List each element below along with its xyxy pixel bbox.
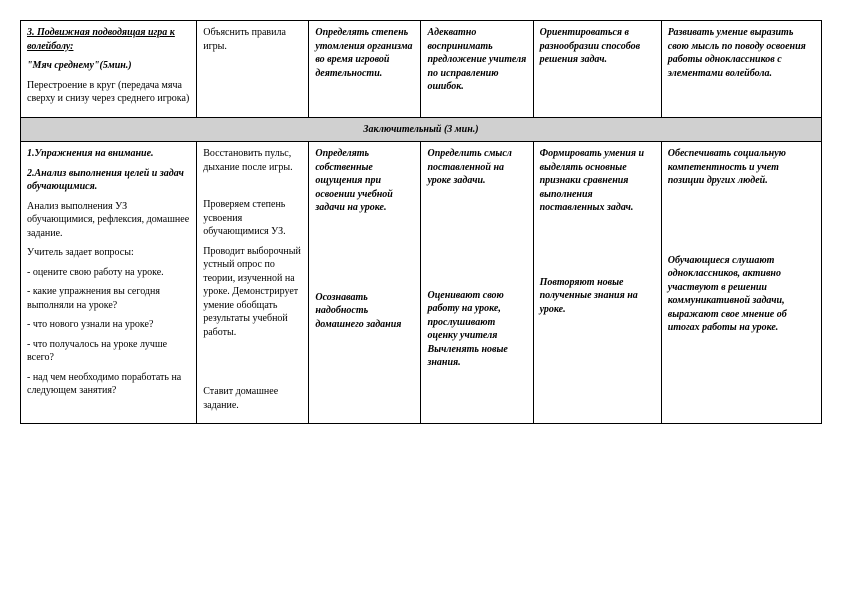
r2c5-p2: Повторяют новые полученные знания на уро… <box>540 276 655 317</box>
cell-r1-c1: 3. Подвижная подводящая игра к волейболу… <box>21 21 197 118</box>
r1c4-text: Адекватно воспринимать предложение учите… <box>427 27 526 92</box>
r2c6-p1: Обеспечивать социальную компетентность и… <box>668 147 815 188</box>
r1c1-title: 3. Подвижная подводящая игра к волейболу… <box>27 27 175 52</box>
r2c2-p3: Проводит выборочный устный опрос по теор… <box>203 245 302 340</box>
cell-r2-c5: Формировать умения и выделять основные п… <box>533 142 661 424</box>
r1c1-desc: Перестроение в круг (передача мяча сверх… <box>27 80 189 105</box>
r2c1-q4: - что получалось на уроке лучше всего? <box>27 338 190 365</box>
table-row: 3. Подвижная подводящая игра к волейболу… <box>21 21 822 118</box>
r2c1-q1: - оцените свою работу на уроке. <box>27 266 190 280</box>
r1c6-text: Развивать умение выразить свою мысль по … <box>668 27 806 79</box>
section-header-cell: Заключительный (3 мин.) <box>21 117 822 142</box>
lesson-plan-table: 3. Подвижная подводящая игра к волейболу… <box>20 20 822 424</box>
r1c3-text: Определять степень утомления организма в… <box>315 27 412 79</box>
cell-r2-c6: Обеспечивать социальную компетентность и… <box>661 142 821 424</box>
r2c4-p1: Определить смысл поставленной на уроке з… <box>427 147 526 188</box>
r2c1-q3: - что нового узнали на уроке? <box>27 318 190 332</box>
cell-r2-c1: 1.Упражнения на внимание. 2.Анализ выпол… <box>21 142 197 424</box>
r2c3-p2: Осознавать надобность домашнего задания <box>315 291 414 332</box>
cell-r2-c4: Определить смысл поставленной на уроке з… <box>421 142 533 424</box>
r2c1-h1: 1.Упражнения на внимание. <box>27 147 190 161</box>
r2c2-p1: Восстановить пульс, дыхание после игры. <box>203 147 302 174</box>
section-header-row: Заключительный (3 мин.) <box>21 117 822 142</box>
r2c5-p1: Формировать умения и выделять основные п… <box>540 147 655 215</box>
cell-r1-c4: Адекватно воспринимать предложение учите… <box>421 21 533 118</box>
r2c3-p1: Определять собственные ощущения при осво… <box>315 147 414 215</box>
r2c1-p2: Учитель задает вопросы: <box>27 246 190 260</box>
r1c2-text: Объяснить правила игры. <box>203 27 286 52</box>
cell-r1-c6: Развивать умение выразить свою мысль по … <box>661 21 821 118</box>
r2c2-p2: Проверяем степень усвоения обучающимися … <box>203 198 302 239</box>
r2c4-p2: Оценивают свою работу на уроке, прослуши… <box>427 289 526 370</box>
r2c1-q5: - над чем необходимо поработать на следу… <box>27 371 190 398</box>
cell-r1-c5: Ориентироваться в разнообразии способов … <box>533 21 661 118</box>
cell-r1-c3: Определять степень утомления организма в… <box>309 21 421 118</box>
cell-r1-c2: Объяснить правила игры. <box>197 21 309 118</box>
cell-r2-c2: Восстановить пульс, дыхание после игры. … <box>197 142 309 424</box>
r2c6-p2: Обучающиеся слушают одноклассников, акти… <box>668 254 815 335</box>
r1c1-subtitle: "Мяч среднему"(5мин.) <box>27 60 132 71</box>
table-row: 1.Упражнения на внимание. 2.Анализ выпол… <box>21 142 822 424</box>
r2c2-p4: Ставит домашнее задание. <box>203 385 302 412</box>
r2c1-p1: Анализ выполнения УЗ обучающимися, рефле… <box>27 200 190 241</box>
r1c5-text: Ориентироваться в разнообразии способов … <box>540 27 640 65</box>
r2c1-q2: - какие упражнения вы сегодня выполняли … <box>27 285 190 312</box>
r2c1-h2: 2.Анализ выполнения целей и задач обучаю… <box>27 167 190 194</box>
cell-r2-c3: Определять собственные ощущения при осво… <box>309 142 421 424</box>
section-header-text: Заключительный (3 мин.) <box>363 124 478 135</box>
